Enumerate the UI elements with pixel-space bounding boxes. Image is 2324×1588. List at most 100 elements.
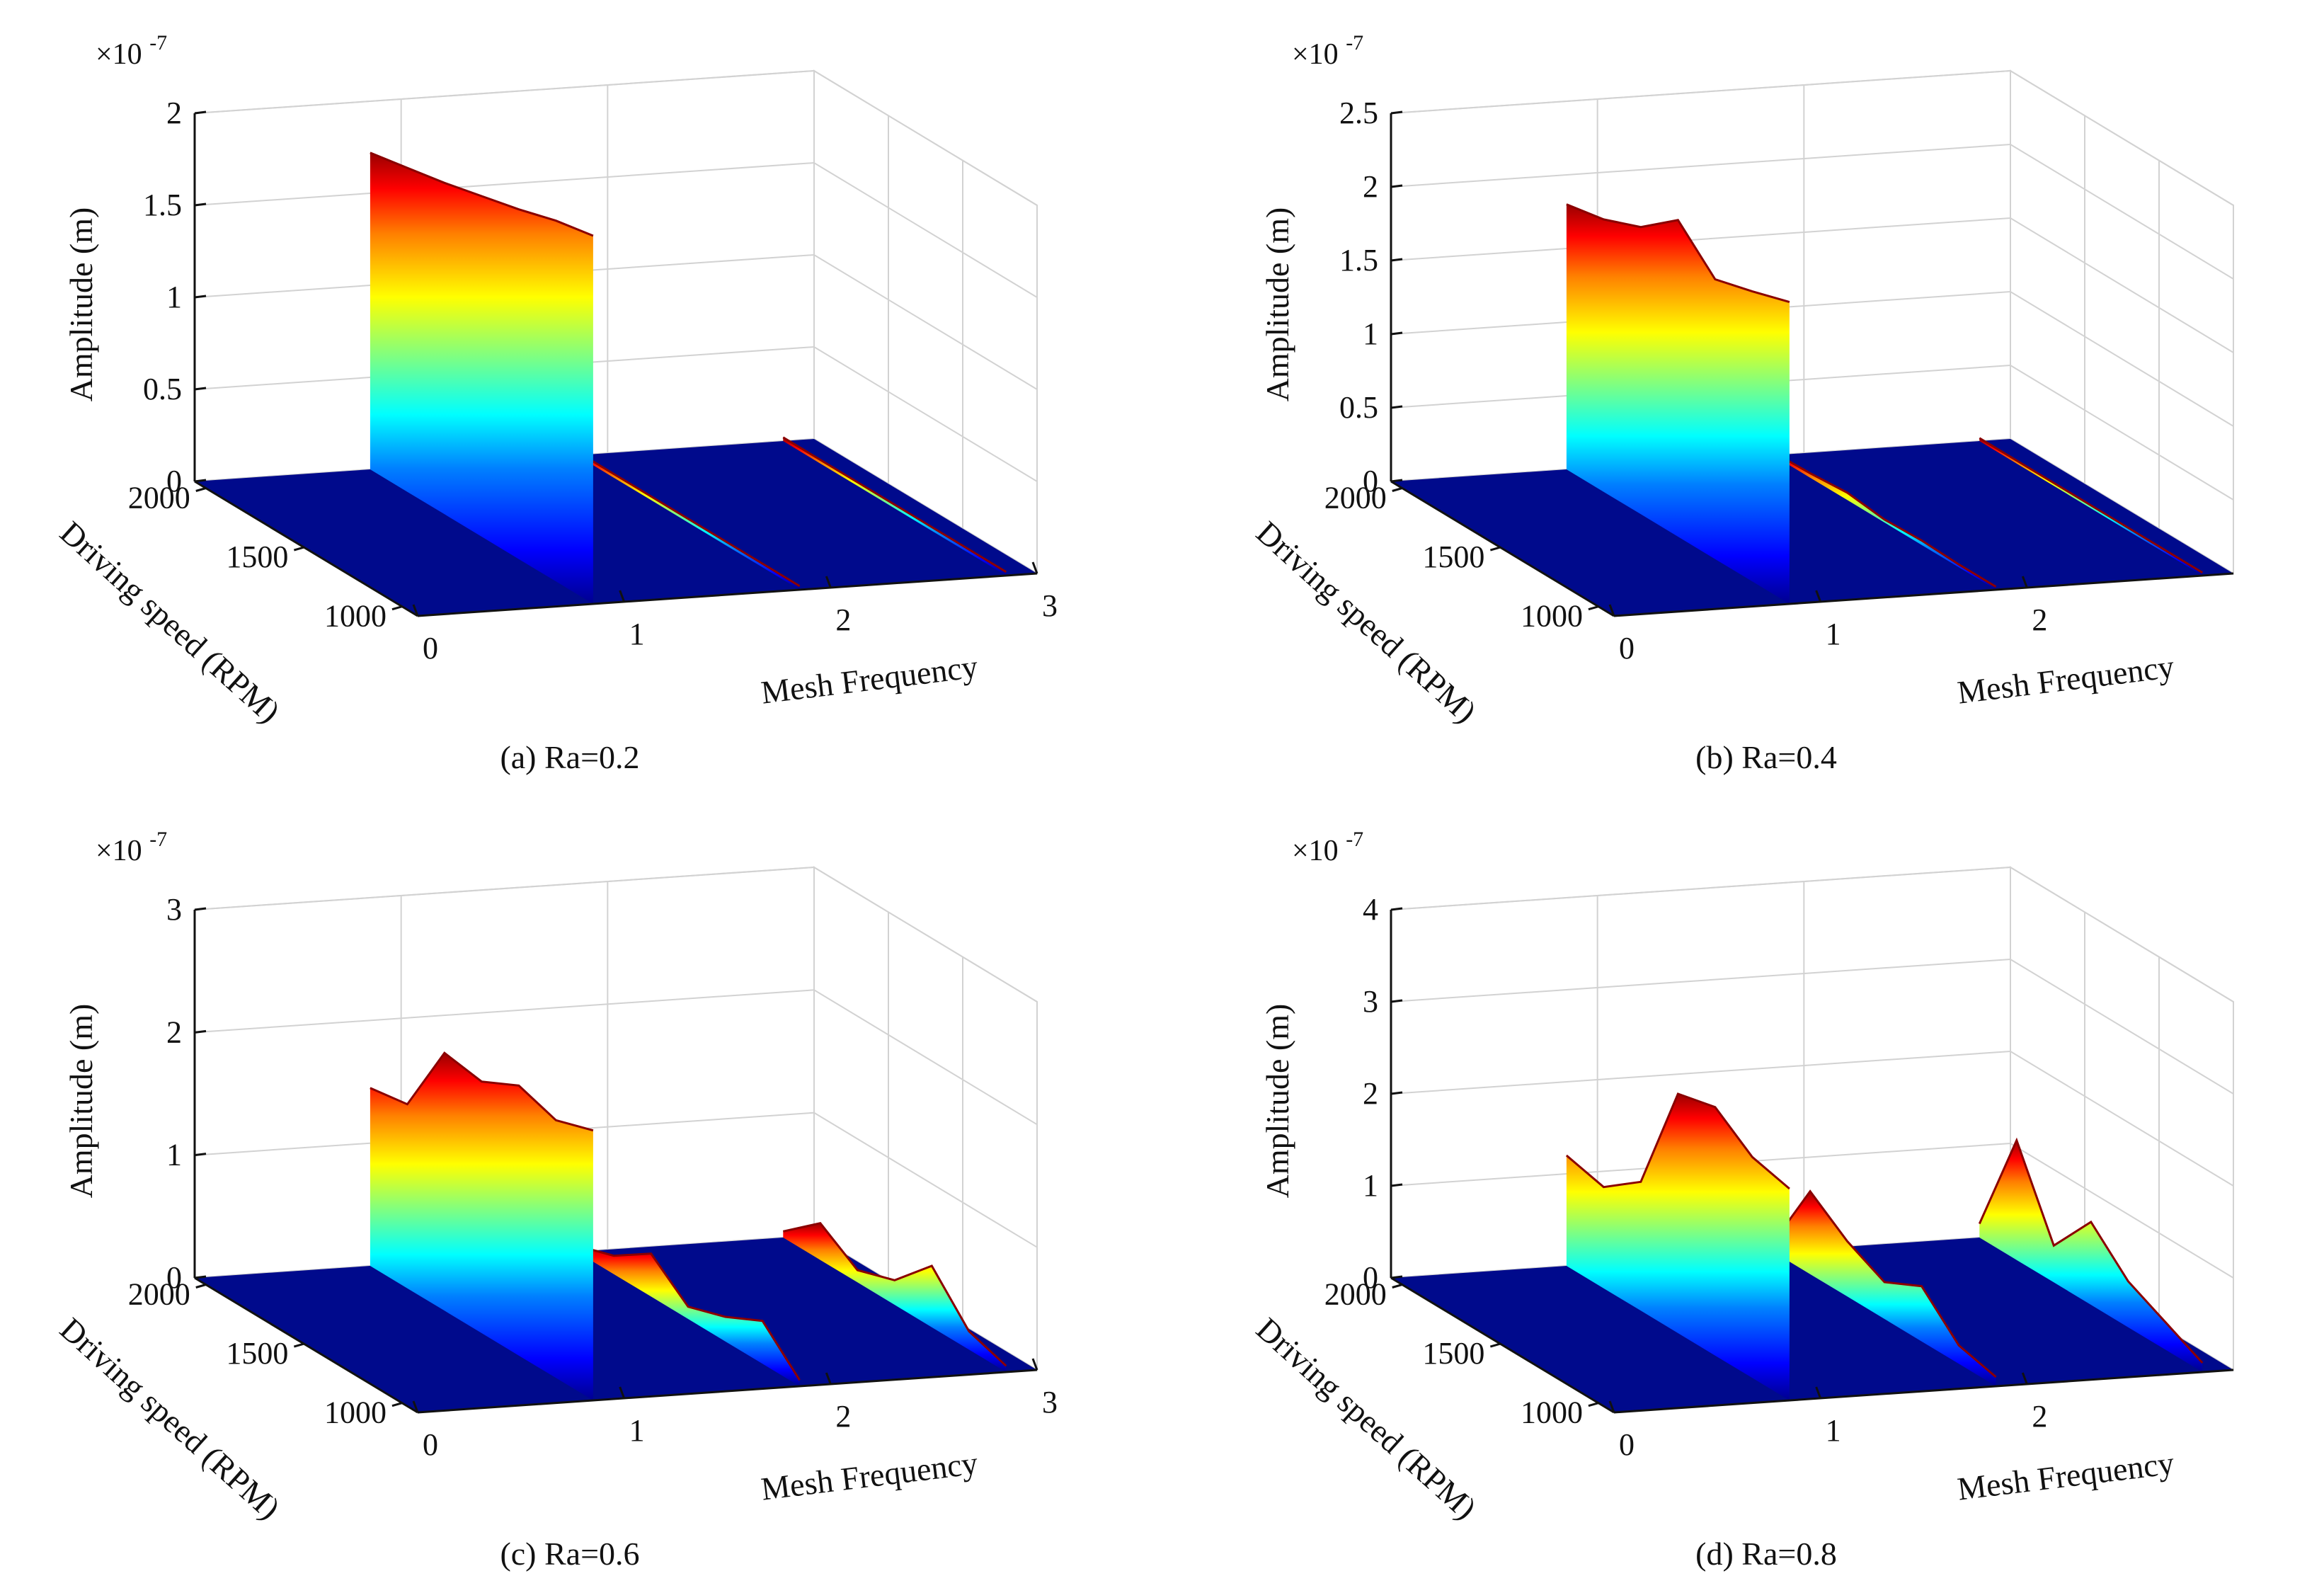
exponent-value: -7 [1346,31,1363,55]
z-axis-label: Amplitude (m) [63,1004,99,1199]
exponent-label: ×10 -7 [1292,828,1363,867]
y-tick-label: 1500 [226,1336,288,1371]
z-tick [1390,479,1403,483]
z-tick-label: 2 [1363,1076,1378,1111]
x-tick-label: 1 [629,1413,645,1448]
x-tick [825,1372,832,1385]
panel-a: ×10 -7 Amplitude (m) Driving speed (RPM)… [53,31,1058,775]
x-tick [1031,561,1038,574]
z-tick-label: 0 [1363,1260,1378,1295]
y-tick-label: 2000 [1324,481,1387,515]
z-tick [194,479,207,483]
exponent-label: ×10 -7 [96,828,167,867]
peak-crest [576,1244,801,1381]
grid-line [194,866,1038,1003]
x-tick-label: 3 [1042,1385,1058,1420]
y-tick-label: 2000 [1324,1277,1387,1312]
caption: (d) Ra=0.8 [1695,1536,1837,1572]
z-tick-label: 3 [1363,984,1378,1019]
peak-ridge [370,152,593,605]
y-tick [293,546,304,552]
grid-line [1390,1050,2234,1187]
y-tick [1588,605,1599,611]
x-tick-label: 2 [835,1399,851,1434]
plot-area: 0 0.5 1 1.5 2 2.5 2000 1500 1000 0 1 2 [1324,69,2234,666]
y-tick [391,1402,403,1407]
peak-ridge [1773,1191,1996,1386]
exponent-label: ×10 -7 [1292,31,1363,71]
grid-line [1390,958,2234,1095]
x-tick-label: 1 [1826,1413,1841,1448]
peak-crest [370,152,594,237]
x-tick [1031,1358,1038,1371]
axis-line [1390,480,1615,617]
caption: (a) Ra=0.2 [500,739,639,775]
peak-crest [782,1222,1007,1367]
panel-b: ×10 -7 Amplitude (m) Driving speed (RPM)… [1249,31,2234,775]
z-tick-label: 0 [1363,464,1378,498]
axis-line [417,1369,1038,1414]
z-tick [194,1029,207,1034]
z-tick [1390,999,1403,1003]
z-tick-label: 1.5 [143,188,182,222]
exponent-value: -7 [1346,828,1363,851]
y-tick-label: 2000 [128,1277,190,1312]
z-tick [1390,907,1403,911]
x-tick-label: 0 [1619,631,1635,666]
peak-crest [1772,451,1997,588]
peak-ridge [576,1245,800,1386]
axis-line [1613,572,2234,617]
y-tick-label: 1500 [1422,1336,1484,1371]
z-tick-label: 1 [1363,1168,1378,1203]
axis-line [417,572,1038,617]
y-tick-label: 1000 [324,1395,387,1430]
axis-line [194,480,418,617]
peak-ridge [1566,204,1790,605]
y-tick-label: 1500 [1422,539,1484,574]
peak-crest [1979,437,2204,574]
z-tick-label: 2 [166,1015,182,1049]
peak-ridge [1566,1094,1790,1400]
y-tick [195,487,207,492]
z-tick-label: 1 [166,280,182,314]
z-tick [194,295,207,299]
x-tick-label: 3 [1042,588,1058,623]
grid-line [1390,143,2234,280]
z-tick [1390,110,1403,115]
z-tick [1390,1275,1403,1279]
z-tick [194,1153,207,1157]
z-tick-label: 0 [166,1260,182,1295]
z-tick [194,907,207,911]
x-axis-label: Mesh Frequency [759,649,980,711]
z-tick-label: 1 [166,1138,182,1172]
y-tick [1588,1402,1599,1407]
z-tick-label: 4 [1363,892,1378,927]
x-tick-label: 1 [1826,617,1841,651]
peak-crest [370,1051,594,1132]
z-tick-label: 2 [166,96,182,130]
z-tick-label: 2 [1363,169,1378,204]
z-axis-label: Amplitude (m) [1259,207,1295,402]
x-tick [412,1400,419,1413]
z-axis-label: Amplitude (m) [1259,1004,1295,1199]
x-tick [1608,1400,1615,1413]
panel-d: ×10 -7 Amplitude (m) Driving speed (RPM)… [1249,828,2234,1572]
peak-crest [1565,1092,1790,1190]
peak-crest [1566,203,1790,304]
z-tick [1390,184,1403,188]
caption: (c) Ra=0.6 [500,1536,639,1572]
x-tick-label: 2 [2032,1399,2047,1434]
x-tick [412,604,419,617]
x-tick-label: 0 [1619,1427,1635,1462]
z-tick-label: 0.5 [1339,390,1378,425]
peak-ridge [1773,452,1996,590]
y-tick-label: 1000 [324,599,387,634]
x-tick [1608,604,1615,617]
peak-ridge [370,1053,593,1400]
z-tick [1390,1183,1403,1187]
z-tick-label: 2.5 [1339,96,1378,130]
peak-crest [1978,1137,2204,1364]
grid-line [194,69,1038,206]
z-tick-label: 0.5 [143,372,182,406]
